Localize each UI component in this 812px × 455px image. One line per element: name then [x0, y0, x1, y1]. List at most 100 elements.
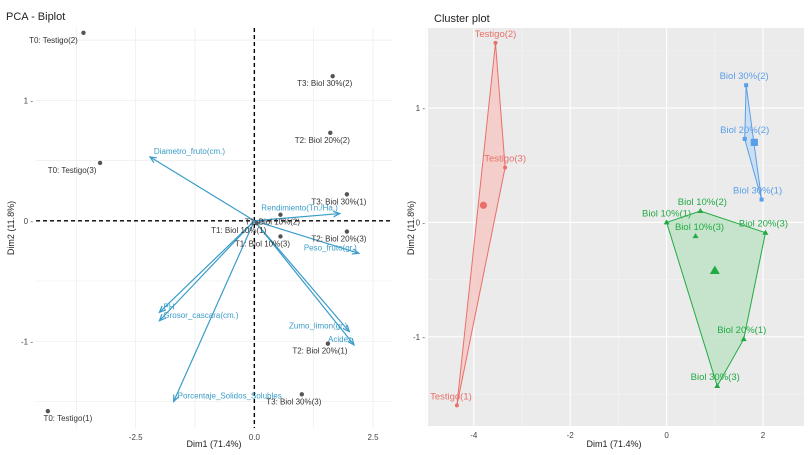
biplot-y-tick-label: -1 -: [21, 337, 33, 346]
biplot-arrow-head: [158, 305, 167, 314]
biplot-x-axis-label: Dim1 (71.4%): [186, 439, 241, 449]
pca-biplot: PCA - Biplot -2.5 0.0 2.5 1 - 0 - -1 - Diamet…: [6, 11, 392, 449]
biplot-point-label: T1: Biol 10%(3): [235, 239, 290, 248]
cluster-point-label: Biol 10%(2): [678, 197, 727, 208]
biplot-variable-label: Zumo_limon(gr.): [289, 322, 348, 331]
cluster-title: Cluster plot: [434, 13, 490, 25]
cluster-point-label: Testigo(2): [475, 29, 517, 40]
biplot-variable-arrow: [254, 212, 340, 222]
biplot-point-label: T0: Testigo(1): [43, 414, 92, 423]
cluster-hull: [456, 42, 506, 406]
biplot-x-tick-label: -2.5: [129, 433, 143, 442]
cluster-point: [759, 197, 764, 202]
biplot-point-label: T0: Testigo(2): [29, 36, 78, 45]
biplot-variable-label: Porcentaje_Solidos_Solubles: [178, 391, 282, 400]
cluster-point-label: Biol 10%(3): [675, 222, 724, 233]
cluster-y-tick-label: 1 -: [416, 104, 426, 113]
cluster-point: [663, 219, 670, 225]
biplot-variable-label: PH: [163, 302, 174, 311]
biplot-arrow-head: [148, 156, 157, 163]
biplot-ticks: -2.5 0.0 2.5 1 - 0 - -1 -: [21, 96, 379, 442]
biplot-point: [299, 392, 305, 397]
biplot-point: [328, 130, 333, 136]
biplot-point-label: T3: Biol 30%(1): [311, 197, 366, 206]
cluster-x-tick-label: 0: [664, 431, 669, 440]
biplot-variable-arrow: [253, 220, 350, 333]
cluster-point: [740, 336, 747, 342]
biplot-arrow-head: [347, 337, 355, 347]
biplot-variable-label: Rendimiento(Tn./Ha.): [261, 204, 338, 213]
biplot-point: [45, 408, 51, 414]
biplot-x-tick-label: 2.5: [367, 433, 379, 442]
biplot-point: [278, 234, 283, 239]
biplot-point: [254, 220, 259, 226]
cluster-point: [493, 40, 498, 45]
cluster-center: [750, 138, 758, 146]
cluster-point: [692, 233, 699, 239]
biplot-variable-arrow: [253, 220, 355, 346]
cluster-y-tick-label: 0 -: [416, 218, 426, 227]
cluster-point: [742, 136, 747, 141]
biplot-y-tick-label: 0 -: [24, 217, 34, 226]
biplot-point-label: T0: Testigo(3): [48, 166, 97, 175]
cluster-point-label: Biol 30%(1): [733, 186, 782, 197]
cluster-point: [744, 83, 749, 88]
biplot-point-label: T2: Biol 20%(3): [311, 235, 366, 244]
cluster-center: [479, 201, 488, 209]
biplot-variable-label: Acidez: [328, 335, 352, 344]
biplot-panel: [36, 28, 392, 428]
biplot-point: [344, 229, 350, 234]
cluster-point-label: Testigo(3): [484, 154, 526, 165]
biplot-point-label: T3: Biol 30%(3): [266, 397, 321, 406]
biplot-y-axis-label: Dim2 (11.8%): [6, 201, 16, 255]
cluster-ticks: -4 -2 0 2 1 - 0 - -1 -: [413, 104, 766, 440]
biplot-point: [330, 73, 335, 79]
biplot-x-tick-label: 0.0: [249, 433, 261, 442]
biplot-point-label: T1: Biol 10%(2): [245, 218, 300, 227]
biplot-variable-label: Grosor_cascara(cm.): [163, 311, 238, 320]
biplot-point-label: T1: Biol 10%(1): [211, 226, 266, 235]
cluster-point: [503, 165, 508, 170]
biplot-arrow-head: [158, 314, 167, 322]
biplot-point: [81, 30, 86, 36]
cluster-point-label: Biol 20%(2): [720, 125, 769, 136]
cluster-x-axis-label: Dim1 (71.4%): [586, 439, 641, 449]
cluster-x-tick-label: -4: [470, 431, 478, 440]
biplot-arrow-head: [332, 210, 342, 218]
biplot-point: [344, 192, 350, 197]
biplot-variable-arrows: Diametro_fruto(cm.) Rendimiento(Tn./Ha.) P…: [148, 147, 361, 403]
cluster-point: [454, 403, 459, 408]
biplot-point: [278, 212, 283, 217]
biplot-point-label: T2: Biol 20%(1): [292, 347, 347, 356]
biplot-point-label: T2: Biol 20%(2): [295, 136, 350, 145]
biplot-variable-arrow: [149, 156, 255, 222]
biplot-arrow-head: [351, 248, 361, 255]
biplot-variable-arrow: [158, 220, 255, 322]
cluster-y-tick-label: -1 -: [413, 333, 425, 342]
biplot-y-tick-label: 1 -: [24, 96, 34, 105]
biplot-individual-points: T0: Testigo(2) T3: Biol 30%(2) T2: Biol 20…: [29, 30, 367, 423]
cluster-x-tick-label: -2: [567, 431, 575, 440]
cluster-point-label: Biol 20%(1): [717, 325, 766, 336]
cluster-point: [714, 382, 721, 388]
biplot-zero-lines: [36, 28, 392, 428]
cluster-points: Testigo(2) Testigo(3) Testigo(1) Biol 30%(2…: [430, 29, 788, 408]
cluster-point-label: Testigo(1): [430, 391, 472, 402]
biplot-title: PCA - Biplot: [6, 11, 65, 23]
cluster-center: [709, 265, 720, 274]
cluster-point-label: Biol 30%(3): [691, 372, 740, 383]
biplot-arrow-head: [342, 324, 351, 333]
biplot-variable-label: Peso_fruto(gr.): [304, 243, 357, 252]
cluster-point-label: Biol 30%(2): [720, 71, 769, 82]
cluster-point: [762, 229, 769, 235]
cluster-hull: [665, 210, 767, 388]
cluster-point: [697, 207, 704, 213]
biplot-variable-arrow: [173, 220, 255, 402]
biplot-point: [97, 160, 103, 166]
biplot-variable-arrow: [158, 220, 255, 313]
biplot-arrow-head: [173, 394, 180, 403]
biplot-point-label: T3: Biol 30%(2): [297, 79, 352, 88]
cluster-plot: Cluster plot -4 -2 0 2 1 - 0 - -1 - Testigo(2)…: [406, 13, 804, 449]
biplot-variable-label: Diametro_fruto(cm.): [154, 147, 225, 156]
